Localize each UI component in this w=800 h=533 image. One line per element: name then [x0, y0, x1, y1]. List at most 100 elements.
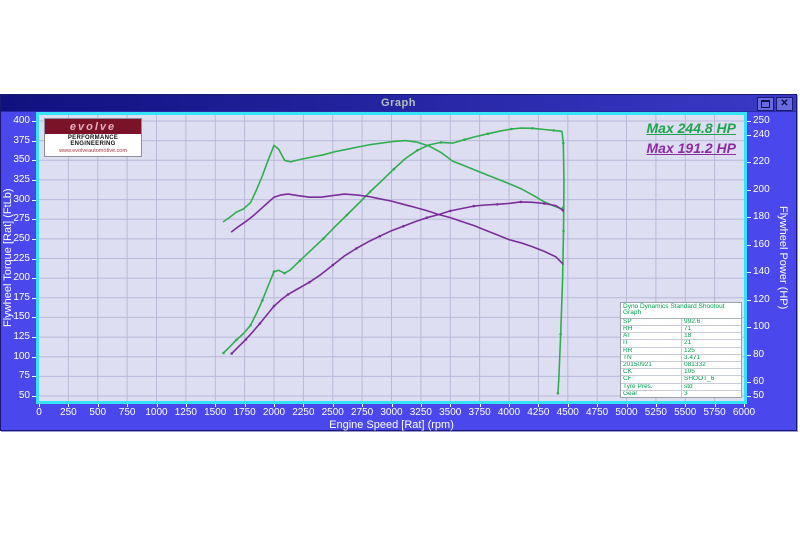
marker-run2-power — [402, 224, 405, 228]
tick-mark-x — [156, 404, 158, 407]
marker-run1-power — [345, 213, 349, 217]
tick-mark-x — [274, 404, 275, 407]
tick-mark-left — [32, 219, 36, 221]
tick-label-right: 200 — [753, 183, 770, 195]
tick-label-x: 3500 — [439, 407, 462, 418]
info-table-rows: SP 992.6 RH 71 AT 18 IT 21 RR 125 TN 3.471 20150921 0… — [621, 318, 741, 397]
info-value: 21 — [684, 340, 692, 347]
tick-label-left: 125 — [13, 331, 30, 343]
close-icon: ✕ — [780, 98, 789, 109]
logo-brand-text: evolve — [69, 120, 117, 133]
marker-run2-power — [331, 263, 335, 267]
tick-mark-x — [68, 404, 70, 407]
tick-label-right: 60 — [753, 376, 765, 388]
marker-run1-power — [556, 392, 560, 395]
marker-run1-power — [562, 229, 565, 233]
tick-label-x: 3250 — [409, 407, 432, 418]
marker-run1-power — [559, 332, 562, 336]
tick-mark-x — [479, 404, 481, 407]
tick-label-left: 225 — [13, 252, 30, 264]
info-key: AT — [621, 333, 682, 340]
marker-run2-power — [378, 234, 382, 238]
marker-run1-power — [298, 259, 302, 262]
tick-label-right: 220 — [753, 156, 770, 168]
tick-label-x: 750 — [118, 407, 136, 418]
marker-run1-power — [562, 141, 565, 145]
marker-run2-power — [286, 293, 290, 296]
tick-mark-x — [362, 404, 364, 407]
tick-label-x: 5250 — [644, 407, 667, 418]
info-row: 20150921 081332 — [621, 361, 741, 370]
info-row: RR 125 — [621, 347, 741, 355]
tick-label-left: 75 — [18, 370, 30, 382]
logo: evolve PERFORMANCE ENGINEERING www.evolv… — [44, 118, 142, 157]
marker-run2-power — [496, 203, 499, 206]
tick-mark-right — [747, 121, 751, 122]
info-value: 081332 — [684, 361, 706, 368]
tick-mark-x — [744, 404, 745, 407]
info-value: 105 — [684, 369, 695, 376]
tick-mark-right — [747, 162, 751, 164]
marker-run1-power — [463, 138, 466, 141]
marker-run1-power — [392, 167, 396, 171]
curve-run2-torque — [230, 193, 564, 265]
tick-mark-right — [747, 189, 751, 191]
restore-button[interactable] — [757, 97, 774, 111]
tick-mark-right — [747, 299, 751, 301]
tick-label-right: 120 — [753, 293, 770, 305]
info-row: IT 21 — [621, 340, 741, 348]
tick-mark-left — [32, 199, 36, 201]
curve-run1-torque — [222, 139, 565, 223]
tick-label-x: 4750 — [586, 407, 609, 418]
info-row: RH 71 — [621, 325, 741, 334]
tick-label-left: 400 — [13, 115, 30, 126]
info-key: SP — [621, 318, 682, 325]
logo-banner: evolve — [45, 119, 141, 134]
marker-run2-power — [519, 200, 523, 204]
marker-run1-power — [261, 299, 264, 302]
x-axis-title: Engine Speed [Rat] (rpm) — [329, 419, 454, 431]
tick-mark-left — [32, 317, 36, 319]
tick-label-x: 2500 — [321, 407, 344, 418]
tick-label-x: 3750 — [468, 407, 491, 418]
tick-label-x: 5500 — [674, 407, 697, 418]
tick-mark-left — [32, 140, 36, 142]
info-value: 3 — [684, 390, 688, 397]
tick-mark-right — [747, 134, 751, 136]
marker-run2-power — [472, 204, 476, 208]
tick-label-x: 3000 — [380, 407, 403, 418]
window-title: Graph — [381, 97, 416, 109]
info-key: TN — [621, 354, 682, 361]
tick-label-right: 180 — [753, 211, 770, 223]
tick-label-right: 240 — [753, 128, 770, 140]
tick-mark-left — [32, 356, 36, 358]
info-value: SHOOT_6 — [684, 376, 715, 383]
tick-mark-right — [747, 244, 751, 246]
info-row: CF SHOOT_6 — [621, 376, 741, 384]
marker-run2-power — [230, 352, 233, 355]
tick-mark-left — [32, 297, 36, 299]
marker-run1-power — [531, 127, 534, 130]
tick-mark-x — [244, 404, 246, 407]
max-power-label-run2: Max 191.2 HP — [646, 140, 737, 156]
tick-label-left: 175 — [13, 291, 30, 303]
tick-label-left: 350 — [13, 154, 30, 166]
tick-mark-x — [332, 404, 334, 407]
tick-mark-right — [747, 382, 751, 384]
marker-run2-power — [543, 202, 546, 205]
tick-mark-left — [32, 179, 36, 181]
tick-label-x: 250 — [60, 407, 77, 418]
info-value: 992.6 — [684, 318, 701, 325]
marker-run2-power — [425, 216, 429, 219]
tick-label-left: 300 — [13, 193, 30, 205]
info-row: Tyre Pres. std — [621, 383, 741, 391]
tick-mark-x — [215, 404, 217, 407]
close-button[interactable]: ✕ — [776, 97, 793, 111]
curve-run1-power — [222, 127, 565, 395]
tick-mark-x — [714, 404, 716, 407]
titlebar[interactable]: Graph ✕ — [1, 95, 796, 112]
tick-label-x: 1000 — [145, 407, 168, 418]
tick-label-x: 2250 — [292, 407, 315, 418]
info-key: RR — [621, 347, 682, 354]
marker-run2-power — [244, 338, 248, 341]
